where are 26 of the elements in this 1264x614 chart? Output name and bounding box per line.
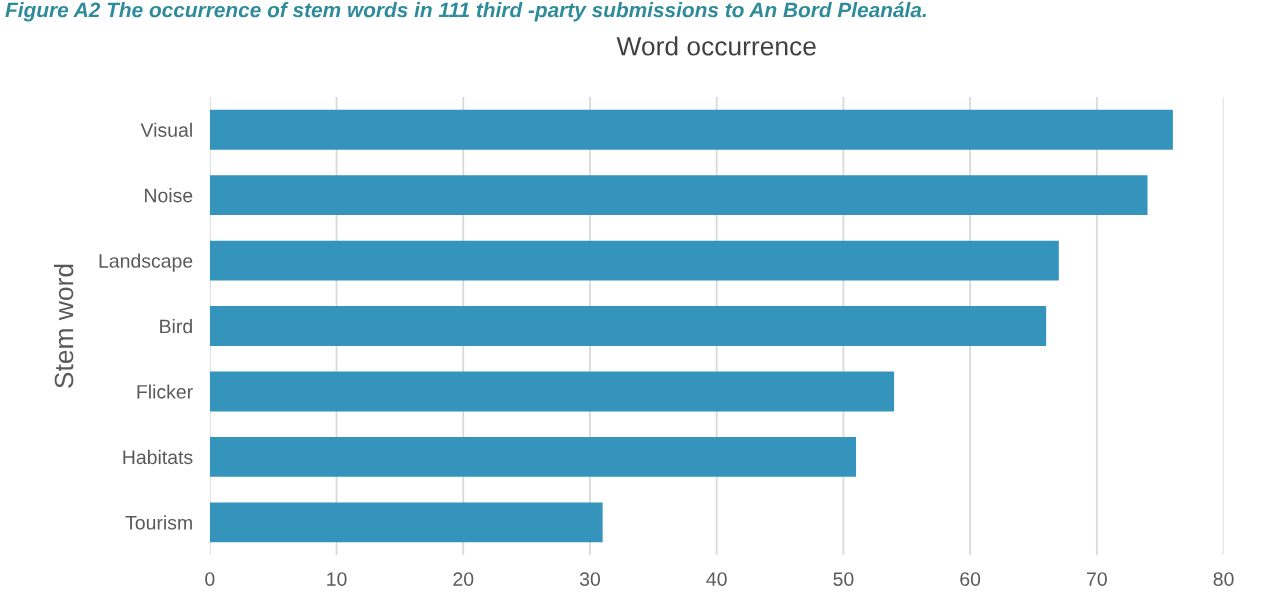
x-tick-label: 20 <box>453 572 474 587</box>
y-axis-title: Stem word <box>53 264 74 388</box>
x-tick-label: 80 <box>1213 572 1234 587</box>
y-tick-label: Landscape <box>99 253 193 272</box>
y-tick-label: Visual <box>140 122 192 137</box>
bar <box>209 109 1173 150</box>
bar <box>209 436 857 477</box>
y-tick-label: Tourism <box>125 515 192 530</box>
y-tick-label: Flicker <box>137 384 193 399</box>
caption: Figure A2 The occurrence of stem words in 111 third -party submissions to An Bord Pleanála. <box>5 1 926 22</box>
bar <box>209 502 603 543</box>
bar <box>209 240 1059 281</box>
x-tick-label: 30 <box>579 572 601 587</box>
x-tick-label: 40 <box>706 572 727 587</box>
chart-title: Word occurrence <box>616 36 816 56</box>
x-tick-label: 0 <box>205 572 215 587</box>
x-tick-label: 70 <box>1087 572 1107 587</box>
y-tick-label: Noise <box>145 188 193 203</box>
x-tick-label: 50 <box>833 572 854 587</box>
bar <box>209 306 1047 346</box>
x-tick-label: 10 <box>327 572 347 587</box>
x-tick-label: 60 <box>960 572 981 587</box>
bar <box>209 371 895 412</box>
bar <box>209 175 1148 216</box>
y-tick-label: Habitats <box>123 449 193 465</box>
y-tick-label: Bird <box>160 318 192 334</box>
